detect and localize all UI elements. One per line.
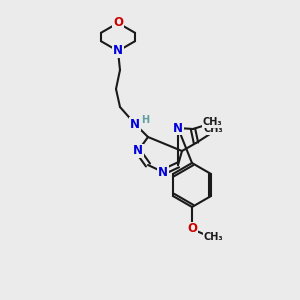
Text: CH₃: CH₃ — [202, 117, 222, 127]
Text: N: N — [130, 118, 140, 130]
Text: O: O — [187, 223, 197, 236]
Text: N: N — [173, 122, 183, 134]
Text: N: N — [158, 166, 168, 178]
Text: N: N — [113, 44, 123, 58]
Text: N: N — [133, 145, 143, 158]
Text: O: O — [113, 16, 123, 29]
Text: CH₃: CH₃ — [203, 124, 223, 134]
Text: CH₃: CH₃ — [203, 232, 223, 242]
Text: H: H — [141, 115, 149, 125]
